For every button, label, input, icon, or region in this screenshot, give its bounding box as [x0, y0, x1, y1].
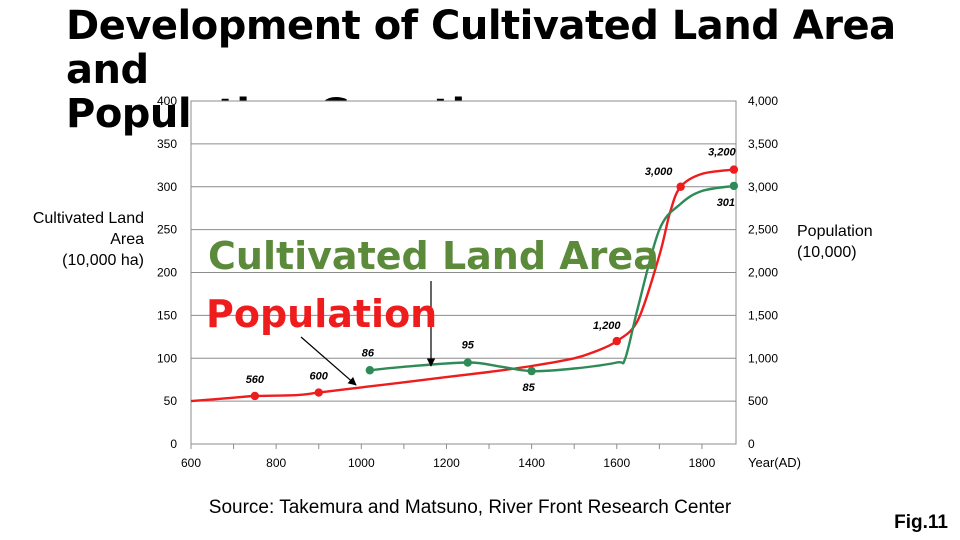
x-tick-label: 1600	[603, 456, 630, 470]
x-tick-label: 600	[181, 456, 201, 470]
y-left-tick-label: 400	[157, 94, 177, 108]
y-right-tick-label: 2,500	[748, 223, 778, 237]
y-right-tick-label: 4,000	[748, 94, 778, 108]
axes: 0 50 100 150 200 250 300 350 400 0 500 1,000 1,500 2,…	[157, 94, 801, 470]
y-left-tick-label: 250	[157, 223, 177, 237]
population-point	[676, 182, 685, 191]
source-note: Source: Takemura and Matsuno, River Fron…	[208, 497, 732, 518]
y-left-tick-label: 100	[157, 351, 177, 365]
x-tick-label: 1800	[689, 456, 716, 470]
y-axis-left-title-line: Area	[110, 231, 144, 248]
population-point	[729, 165, 739, 174]
x-tick-label: 1200	[433, 456, 460, 470]
y-axis-right-title: Population (10,000)	[797, 221, 873, 263]
y-axis-right-title-line: Population	[797, 223, 873, 240]
cultivated-land-area-data-label: 95	[462, 340, 475, 352]
cultivated-land-area-data-label: 85	[523, 382, 536, 394]
population-annotation-arrow	[300, 336, 357, 386]
cultivated-land-area-data-label: 86	[362, 347, 375, 359]
grid	[191, 143, 736, 402]
title-line-1: Development of Cultivated Land Area and	[66, 3, 896, 93]
population-data-label: 1,200	[593, 320, 621, 332]
x-axis-title: Year(AD)	[748, 455, 801, 470]
figure-label: Fig.11	[894, 512, 948, 533]
y-axis-left-title-line: Cultivated Land	[32, 210, 144, 227]
cultivated-land-area-point	[463, 358, 472, 367]
y-right-tick-label: 500	[748, 394, 768, 408]
population-point	[314, 388, 323, 397]
y-right-tick-label: 3,000	[748, 180, 778, 194]
y-left-tick-label: 350	[157, 137, 177, 151]
labels-layer: 560 600 1,200 3,000 3,200 86 95 85 301	[246, 147, 737, 395]
x-tick-label: 1000	[348, 456, 375, 470]
land-area-annotation: Cultivated Land Area	[208, 234, 659, 278]
y-left-tick-label: 200	[157, 266, 177, 280]
y-left-tick-label: 0	[170, 437, 177, 451]
y-right-tick-label: 3,500	[748, 137, 778, 151]
y-axis-left-title: Cultivated Land Area (10,000 ha)	[0, 208, 144, 271]
population-point	[250, 391, 260, 401]
y-left-tick-label: 150	[157, 308, 177, 322]
population-annotation: Population	[206, 292, 438, 336]
y-right-tick-label: 2,000	[748, 266, 778, 280]
cultivated-land-area-point	[527, 366, 536, 376]
y-left-tick-label: 50	[164, 394, 178, 408]
population-data-label: 3,000	[645, 166, 673, 178]
cultivated-land-area-point	[365, 366, 375, 375]
y-right-tick-label: 1,500	[748, 308, 778, 322]
y-right-tick-label: 0	[748, 437, 755, 451]
cultivated-land-area-point	[729, 181, 739, 191]
population-data-label: 600	[310, 371, 329, 383]
cultivated-land-area-data-label: 301	[717, 197, 735, 209]
y-axis-right-title-line: (10,000)	[797, 244, 857, 261]
series-layer	[190, 165, 739, 403]
y-axis-left-title-line: (10,000 ha)	[62, 252, 144, 269]
y-left-tick-label: 300	[157, 180, 177, 194]
population-data-label: 3,200	[708, 147, 736, 159]
x-tick-label: 800	[266, 456, 286, 470]
population-data-label: 560	[246, 374, 265, 386]
population-point	[612, 336, 621, 346]
y-right-tick-label: 1,000	[748, 351, 778, 365]
x-tick-label: 1400	[518, 456, 545, 470]
